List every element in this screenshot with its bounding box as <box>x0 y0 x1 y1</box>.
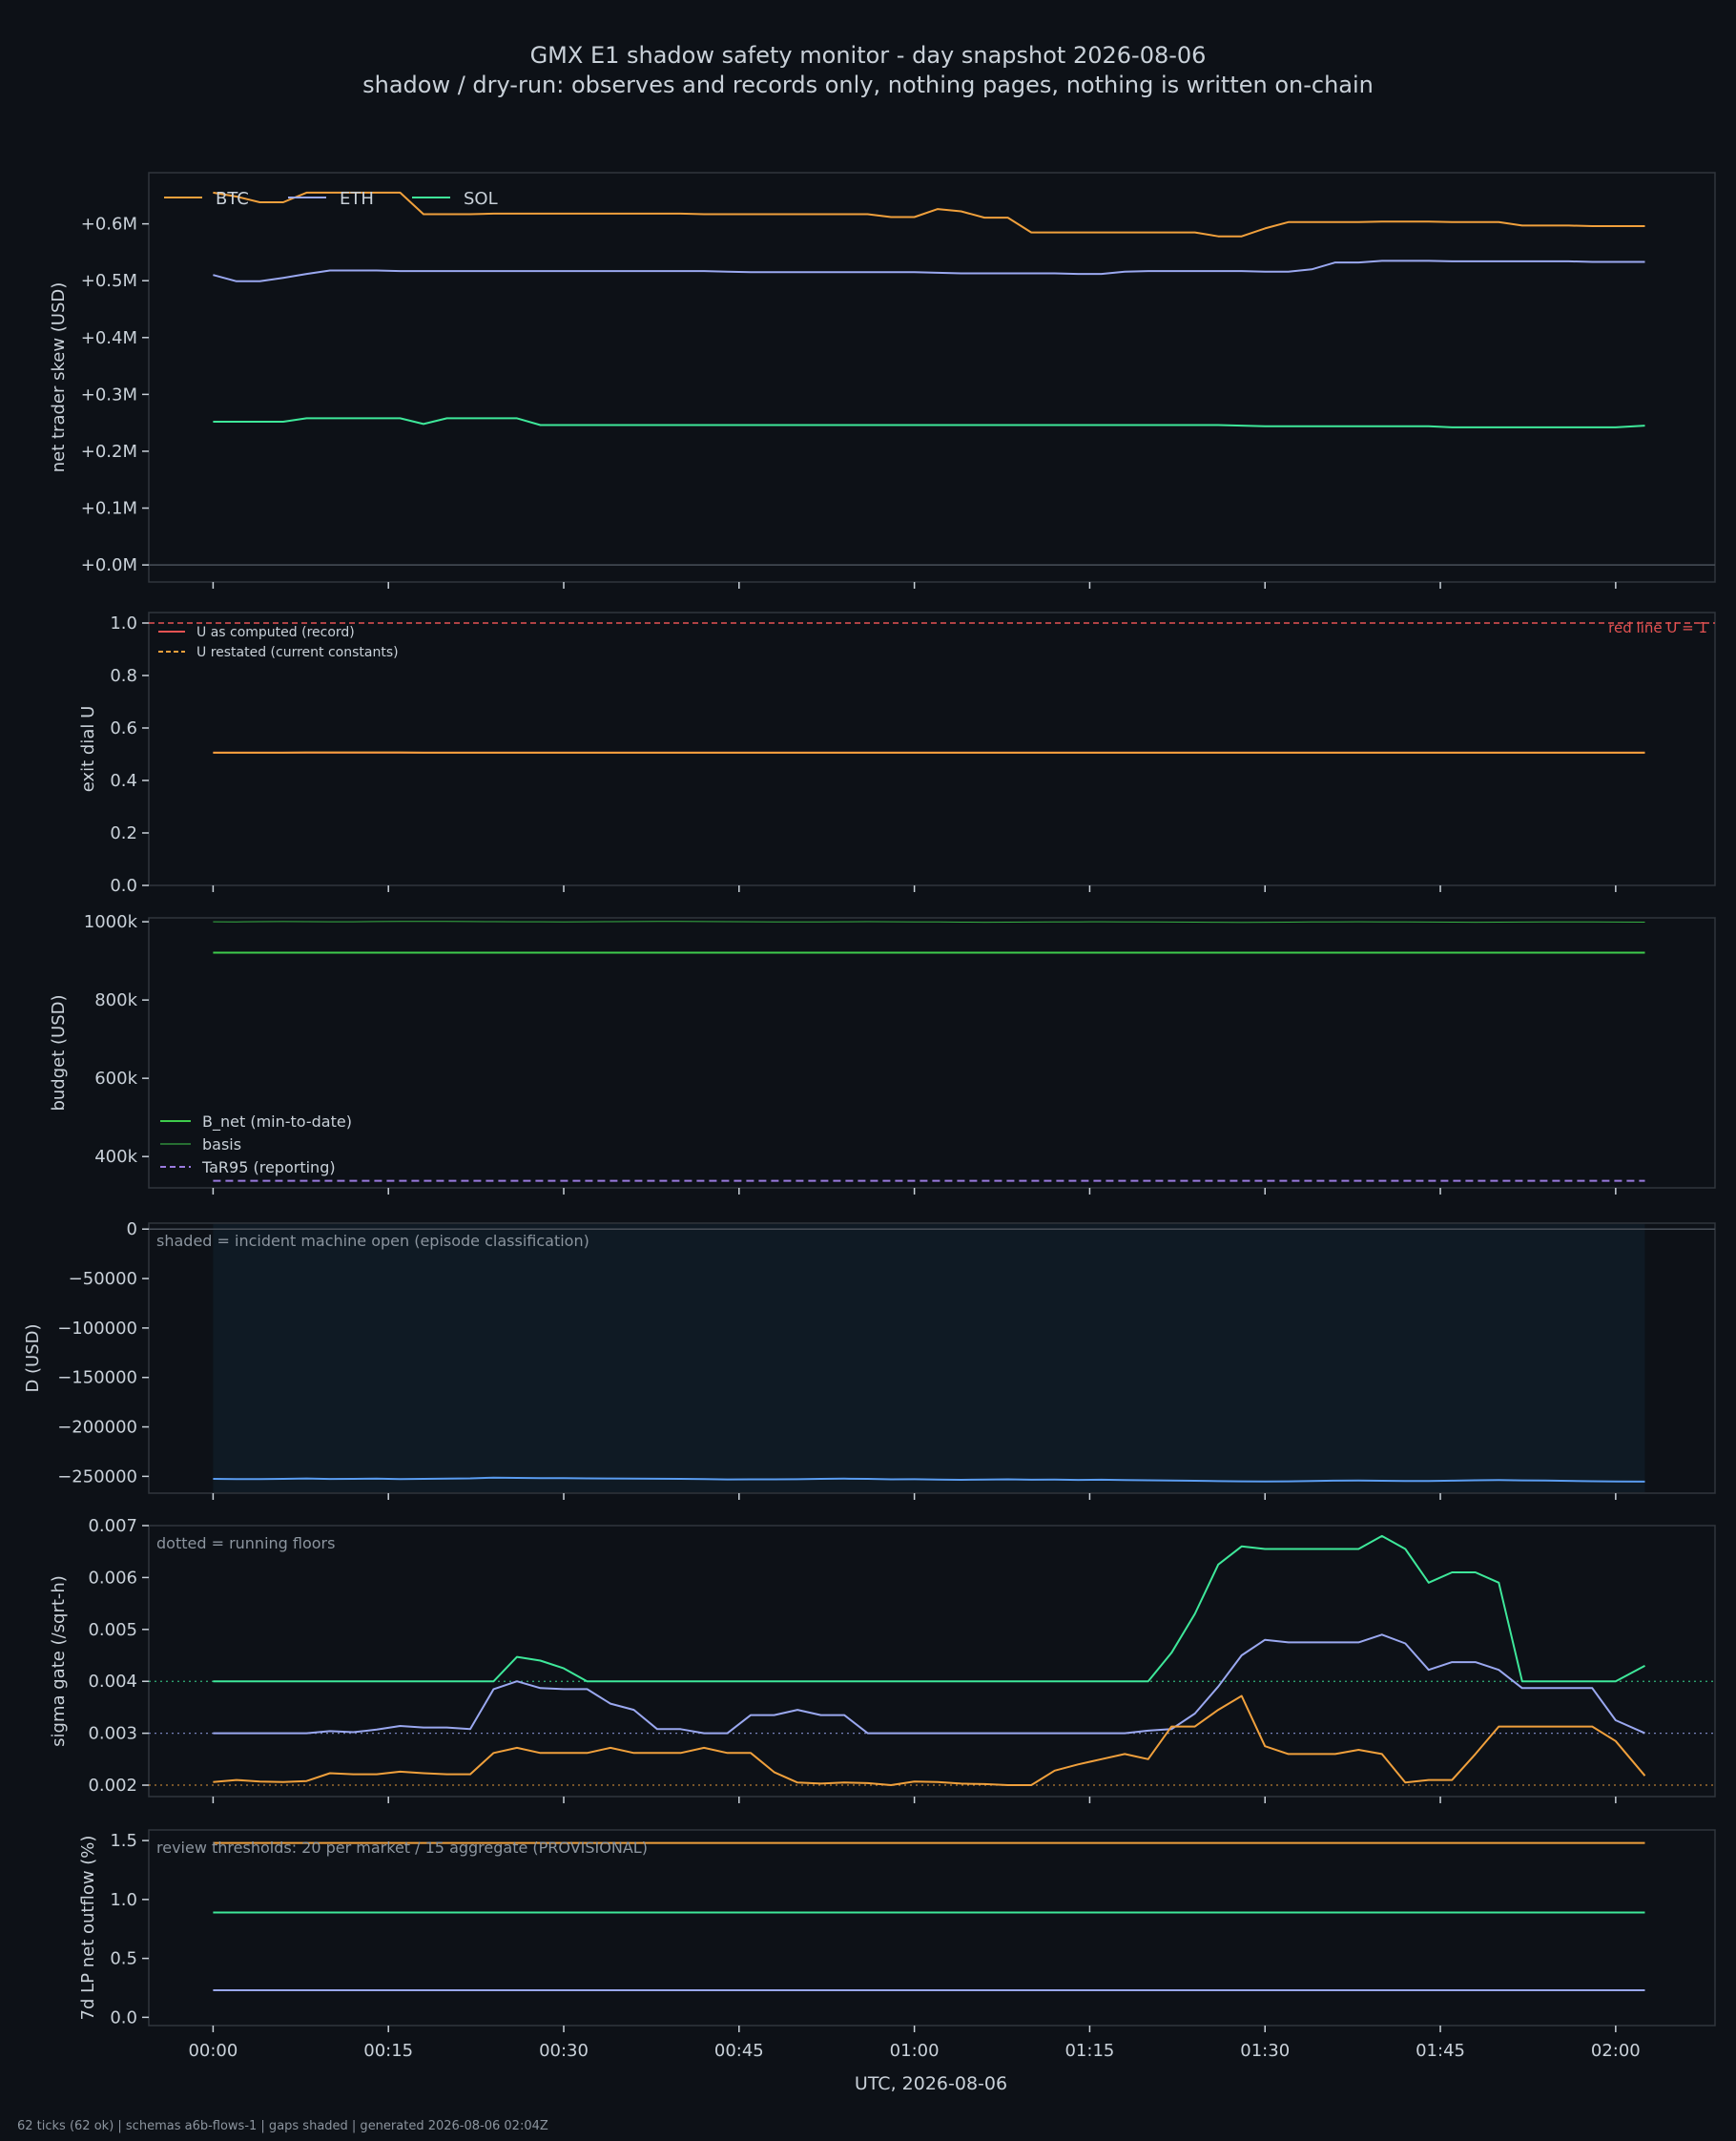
x-axis-label: UTC, 2026-08-06 <box>855 2073 1007 2094</box>
panel-frame <box>149 1526 1715 1797</box>
panel-2: 0.0 0.2 0.4 0.6 0.8 1.0 exit dial U red line U … <box>78 613 1715 896</box>
legend-label: BTC <box>216 189 249 209</box>
x-tick-label: 01:45 <box>1416 2041 1465 2061</box>
panel-frame <box>149 173 1715 582</box>
panel-3: 400k 600k 800k 1000k budget (USD) B_net (min-… <box>49 912 1715 1195</box>
legend-label: B_net (min-to-date) <box>202 1112 352 1132</box>
y-tick-label: 0.004 <box>88 1672 137 1692</box>
y-tick-label: 0.005 <box>88 1620 137 1640</box>
y-tick-label: 1.5 <box>110 1831 137 1851</box>
y-tick-label: +0.2M <box>81 442 137 462</box>
panel-annotation: shaded = incident machine open (episode … <box>156 1232 589 1250</box>
panel-4: 0 −50000 −100000 −150000 −200000 −250000 D (US… <box>23 1219 1715 1500</box>
y-tick-label: 0.5 <box>110 1949 137 1969</box>
footer-status: 62 ticks (62 ok) | schemas a6b-flows-1 |… <box>17 2119 548 2133</box>
y-tick-label: 0.8 <box>110 666 137 686</box>
y-tick-label: +0.5M <box>81 271 137 291</box>
legend-label: TaR95 (reporting) <box>201 1158 336 1176</box>
page-subtitle: shadow / dry-run: observes and records o… <box>362 72 1374 98</box>
y-tick-label: −50000 <box>69 1269 137 1289</box>
redline-label: red line U = 1 <box>1608 619 1707 636</box>
x-tick-label: 00:45 <box>714 2041 764 2061</box>
panel-frame <box>149 1830 1715 2026</box>
x-tick-label: 00:15 <box>363 2041 413 2061</box>
y-tick-label: +0.6M <box>81 215 137 235</box>
y-tick-label: 1.0 <box>110 613 137 634</box>
y-tick-label: −250000 <box>57 1466 137 1486</box>
y-tick-label: 0.007 <box>88 1516 137 1536</box>
y-tick-label: 0.6 <box>110 718 137 738</box>
y-tick-label: −200000 <box>57 1418 137 1438</box>
y-tick-label: 400k <box>94 1147 137 1167</box>
panel-5: 0.002 0.003 0.004 0.005 0.006 0.007 sigma gate… <box>49 1516 1715 1803</box>
page-title: GMX E1 shadow safety monitor - day snaps… <box>530 42 1207 69</box>
y-tick-label: 600k <box>94 1069 137 1089</box>
y-tick-label: 0 <box>127 1219 137 1239</box>
y-tick-label: +0.1M <box>81 499 137 519</box>
y-tick-label: 0.002 <box>88 1776 137 1796</box>
panel-6: 0.0 0.5 1.0 1.5 7d LP net outflow (%) review … <box>78 1830 1715 2032</box>
y-tick-label: 0.003 <box>88 1724 137 1744</box>
y-tick-label: 0.4 <box>110 771 137 791</box>
y-tick-label: −100000 <box>57 1319 137 1339</box>
x-tick-label: 00:00 <box>188 2041 238 2061</box>
legend-label: ETH <box>340 189 374 209</box>
y-axis-label: budget (USD) <box>49 994 69 1111</box>
x-tick-label: 01:00 <box>890 2041 940 2061</box>
y-tick-label: +0.4M <box>81 328 137 348</box>
y-axis-label: 7d LP net outflow (%) <box>78 1836 98 2021</box>
y-tick-label: 0.2 <box>110 823 137 843</box>
legend-label: U restated (current constants) <box>196 645 399 660</box>
panel-annotation: dotted = running floors <box>156 1534 335 1552</box>
y-tick-label: 1000k <box>84 912 138 932</box>
y-axis-label: net trader skew (USD) <box>49 282 69 473</box>
x-tick-label: 02:00 <box>1591 2041 1641 2061</box>
y-axis-label: sigma gate (/sqrt-h) <box>49 1575 69 1747</box>
panel-1: +0.0M +0.1M +0.2M +0.3M +0.4M +0.5M +0.6M net t… <box>49 173 1715 589</box>
y-tick-label: 0.006 <box>88 1568 137 1588</box>
panel-frame <box>149 918 1715 1188</box>
y-tick-label: 0.0 <box>110 2007 137 2027</box>
y-tick-label: −150000 <box>57 1368 137 1388</box>
panel-annotation: review thresholds: 20 per market / 15 ag… <box>156 1839 648 1857</box>
incident-shading <box>213 1224 1644 1492</box>
y-tick-label: 800k <box>94 990 137 1010</box>
x-tick-label: 01:30 <box>1240 2041 1290 2061</box>
legend-label: basis <box>202 1135 241 1154</box>
y-axis-label: D (USD) <box>23 1323 43 1392</box>
y-tick-label: 0.0 <box>110 876 137 896</box>
y-tick-label: +0.3M <box>81 385 137 405</box>
legend-label: U as computed (record) <box>196 625 355 640</box>
y-tick-label: +0.0M <box>81 555 137 575</box>
x-tick-label: 00:30 <box>539 2041 589 2061</box>
legend-label: SOL <box>464 189 498 209</box>
x-tick-label: 01:15 <box>1064 2041 1114 2061</box>
y-axis-label: exit dial U <box>78 706 98 793</box>
y-tick-label: 1.0 <box>110 1890 137 1910</box>
